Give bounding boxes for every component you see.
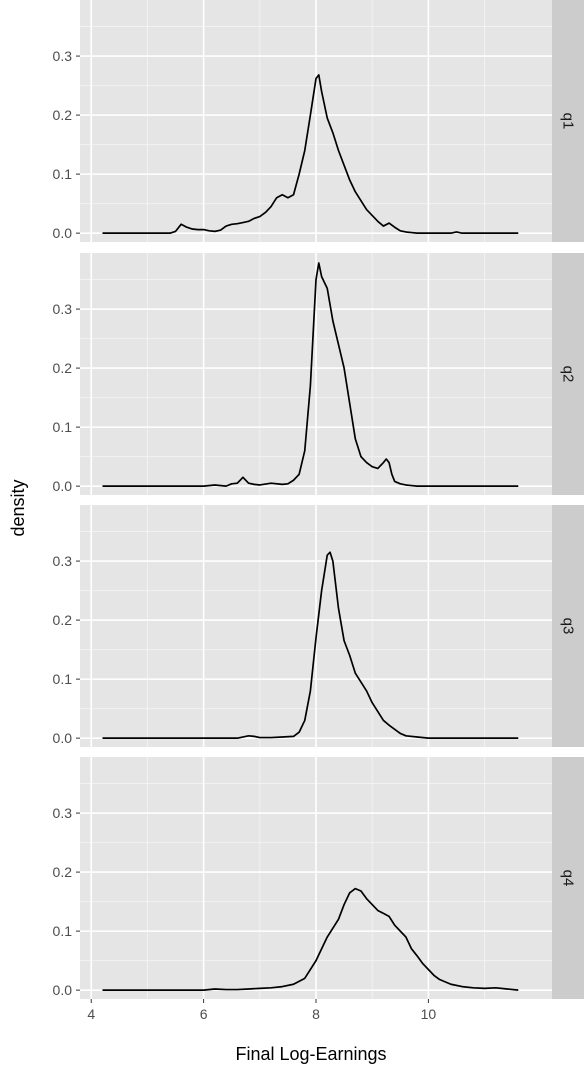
facet-strip xyxy=(552,757,584,999)
x-tick-label: 8 xyxy=(312,1006,320,1022)
y-tick-label: 0.1 xyxy=(53,166,73,182)
x-axis-title: Final Log-Earnings xyxy=(235,1044,386,1064)
density-line-q4 xyxy=(102,887,519,991)
y-tick-label: 0.0 xyxy=(53,730,73,746)
y-tick-label: 0.3 xyxy=(53,553,73,569)
facets-layer: 0.0 0.1 0.2 0.3 q1 0.0 0.1 0.2 0.3 q2 0.0 0.1 0.2 0.3… xyxy=(53,0,584,999)
y-tick-label: 0.1 xyxy=(53,923,73,939)
density-line-q3 xyxy=(102,551,519,739)
facet-strip-label: q3 xyxy=(560,618,577,635)
y-tick-label: 0.2 xyxy=(53,864,73,880)
y-tick-label: 0.3 xyxy=(53,48,73,64)
y-tick-label: 0.1 xyxy=(53,419,73,435)
facet-strip-label: q1 xyxy=(560,113,577,130)
x-axis: 4 6 8 10 xyxy=(87,999,436,1022)
facet-strip-label: q4 xyxy=(560,870,577,887)
x-tick-label: 4 xyxy=(87,1006,95,1022)
facet-q4: 0.0 0.1 0.2 0.3 q4 xyxy=(53,757,584,999)
x-tick-label: 10 xyxy=(421,1006,437,1022)
y-tick-label: 0.0 xyxy=(53,225,73,241)
facet-strip xyxy=(552,505,584,747)
facet-q3: 0.0 0.1 0.2 0.3 q3 xyxy=(53,505,584,747)
y-tick-label: 0.0 xyxy=(53,478,73,494)
y-tick-label: 0.2 xyxy=(53,612,73,628)
x-tick-label: 6 xyxy=(200,1006,208,1022)
facet-strip xyxy=(552,253,584,495)
facet-q1: 0.0 0.1 0.2 0.3 q1 xyxy=(53,0,584,242)
y-tick-label: 0.2 xyxy=(53,360,73,376)
y-tick-label: 0.3 xyxy=(53,301,73,317)
facet-strip xyxy=(552,0,584,242)
density-line-q2 xyxy=(102,262,519,487)
facet-q2: 0.0 0.1 0.2 0.3 q2 xyxy=(53,253,584,495)
y-tick-label: 0.0 xyxy=(53,982,73,998)
density-line-q1 xyxy=(102,74,519,234)
y-tick-label: 0.1 xyxy=(53,671,73,687)
facet-strip-label: q2 xyxy=(560,366,577,383)
y-axis-title: density xyxy=(8,479,28,536)
y-tick-label: 0.2 xyxy=(53,107,73,123)
y-tick-label: 0.3 xyxy=(53,805,73,821)
